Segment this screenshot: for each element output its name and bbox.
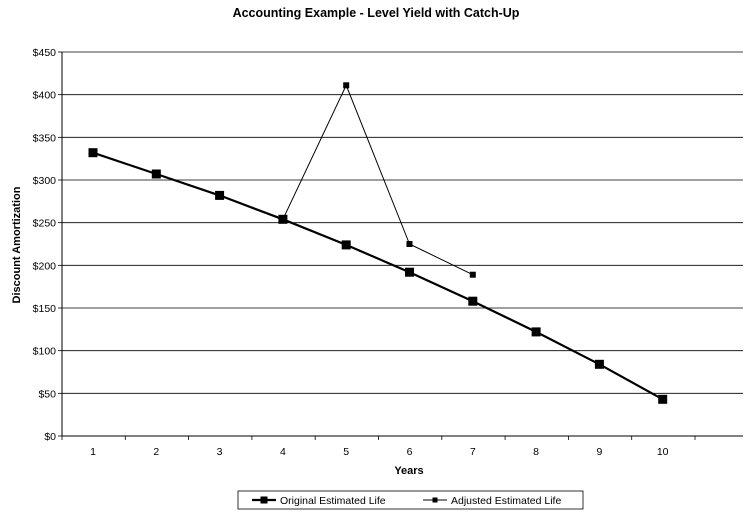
data-point-original xyxy=(341,240,351,250)
data-point-original xyxy=(215,190,225,200)
y-tick-label: $350 xyxy=(33,132,57,144)
y-tick-label: $200 xyxy=(33,260,57,272)
x-tick-label: 9 xyxy=(596,446,602,458)
y-axis-title: Discount Amortization xyxy=(11,186,23,303)
legend-label-adjusted: Adjusted Estimated Life xyxy=(451,495,561,507)
data-point-original xyxy=(594,359,604,369)
y-tick-label: $300 xyxy=(33,175,57,187)
legend-box xyxy=(237,490,584,510)
data-point-original xyxy=(88,148,98,158)
x-axis-title: Years xyxy=(394,465,423,477)
series-line-original xyxy=(92,151,664,401)
x-tick-labels: 1 2 3 4 5 6 7 8 9 10 xyxy=(90,446,669,458)
axes xyxy=(58,51,743,440)
chart-title: Accounting Example - Level Yield with Ca… xyxy=(233,6,520,20)
x-tick-label: 1 xyxy=(90,446,96,458)
y-tick-label: $150 xyxy=(33,303,57,315)
y-tick-label: $250 xyxy=(33,218,57,230)
series xyxy=(88,82,668,404)
x-tick-label: 4 xyxy=(280,446,286,458)
x-tick-label: 8 xyxy=(533,446,539,458)
data-point-adjusted xyxy=(343,82,350,89)
y-tick-label: $0 xyxy=(44,431,56,443)
x-tick-label: 5 xyxy=(343,446,349,458)
x-tick-label: 7 xyxy=(470,446,476,458)
legend-marker-adjusted xyxy=(432,497,438,503)
legend: Original Estimated Life Adjusted Estimat… xyxy=(237,490,584,510)
data-point-original xyxy=(405,267,414,277)
legend-label-original: Original Estimated Life xyxy=(280,495,386,507)
x-tick-label: 2 xyxy=(153,446,159,458)
x-tick-label: 3 xyxy=(217,446,223,458)
y-tick-label: $400 xyxy=(33,90,57,102)
y-tick-label: $100 xyxy=(33,346,57,358)
data-point-adjusted xyxy=(469,271,476,278)
data-point-original xyxy=(658,394,668,404)
x-tick-label: 6 xyxy=(407,446,413,458)
y-tick-labels: $0 $50 $100 $150 $200 $250 $300 $350 $400 $450 xyxy=(33,47,57,443)
x-tick-label: 10 xyxy=(657,446,669,458)
data-point-original xyxy=(151,169,161,179)
series-line-adjusted xyxy=(282,84,474,276)
data-point-original xyxy=(468,296,478,306)
y-tick-label: $450 xyxy=(33,47,57,59)
y-tick-label: $50 xyxy=(38,388,56,400)
gridlines xyxy=(62,51,743,394)
data-point-adjusted xyxy=(406,241,413,247)
data-point-original xyxy=(531,327,541,337)
legend-marker-original xyxy=(260,496,268,504)
